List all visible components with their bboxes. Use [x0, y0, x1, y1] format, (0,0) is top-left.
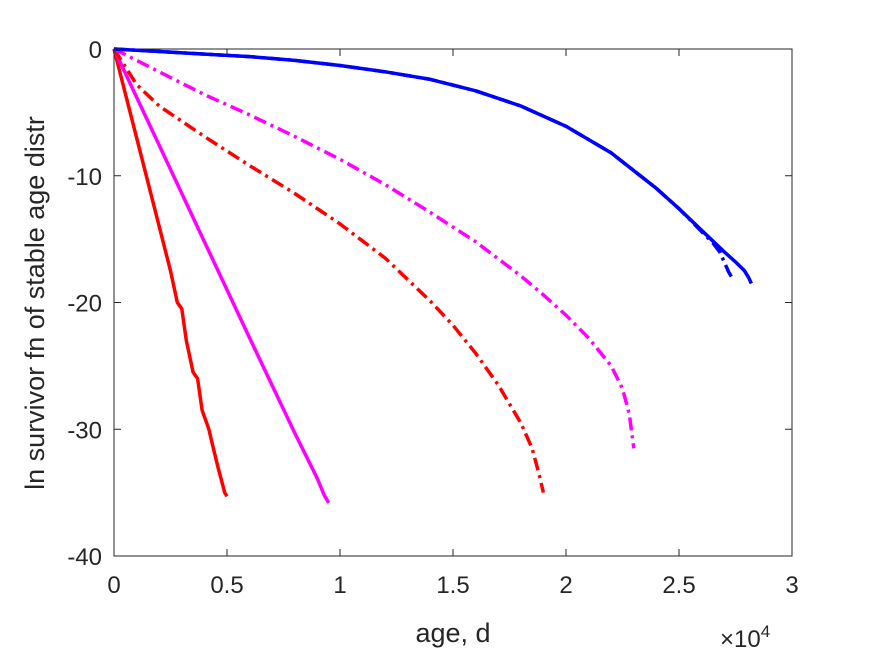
series-line-3 — [112, 48, 546, 494]
x-axis-ticks: 0 0.5 1 1.5 2 2.5 3 — [107, 49, 799, 599]
x-tick-label: 0.5 — [210, 572, 243, 599]
x-axis-label: age, d — [415, 618, 490, 648]
series-line-6 — [113, 47, 735, 281]
y-tick-label: -30 — [67, 417, 102, 444]
x-axis-exponent-base: ×10 — [720, 626, 761, 653]
x-tick-label: 1.5 — [436, 572, 469, 599]
series-line-5 — [113, 47, 753, 285]
y-axis-ticks: 0 -10 -20 -30 -40 — [67, 37, 792, 571]
y-axis-label: ln survivor fn of stable age distr — [20, 116, 50, 490]
series-line-2 — [112, 48, 331, 504]
plot-area — [113, 48, 793, 557]
x-axis-exponent-power: 4 — [761, 622, 770, 641]
y-tick-label: -40 — [67, 544, 102, 571]
x-tick-label: 2.5 — [662, 572, 695, 599]
series-layer — [112, 47, 753, 504]
x-tick-label: 0 — [107, 572, 120, 599]
x-tick-label: 3 — [785, 572, 798, 599]
x-tick-label: 1 — [333, 572, 346, 599]
y-tick-label: -20 — [67, 291, 102, 318]
series-line-1 — [112, 48, 229, 498]
y-tick-label: -10 — [67, 164, 102, 191]
x-tick-label: 2 — [559, 572, 572, 599]
y-tick-label: 0 — [89, 37, 102, 64]
series-line-4 — [113, 47, 636, 449]
x-axis-exponent: ×104 — [720, 622, 770, 653]
